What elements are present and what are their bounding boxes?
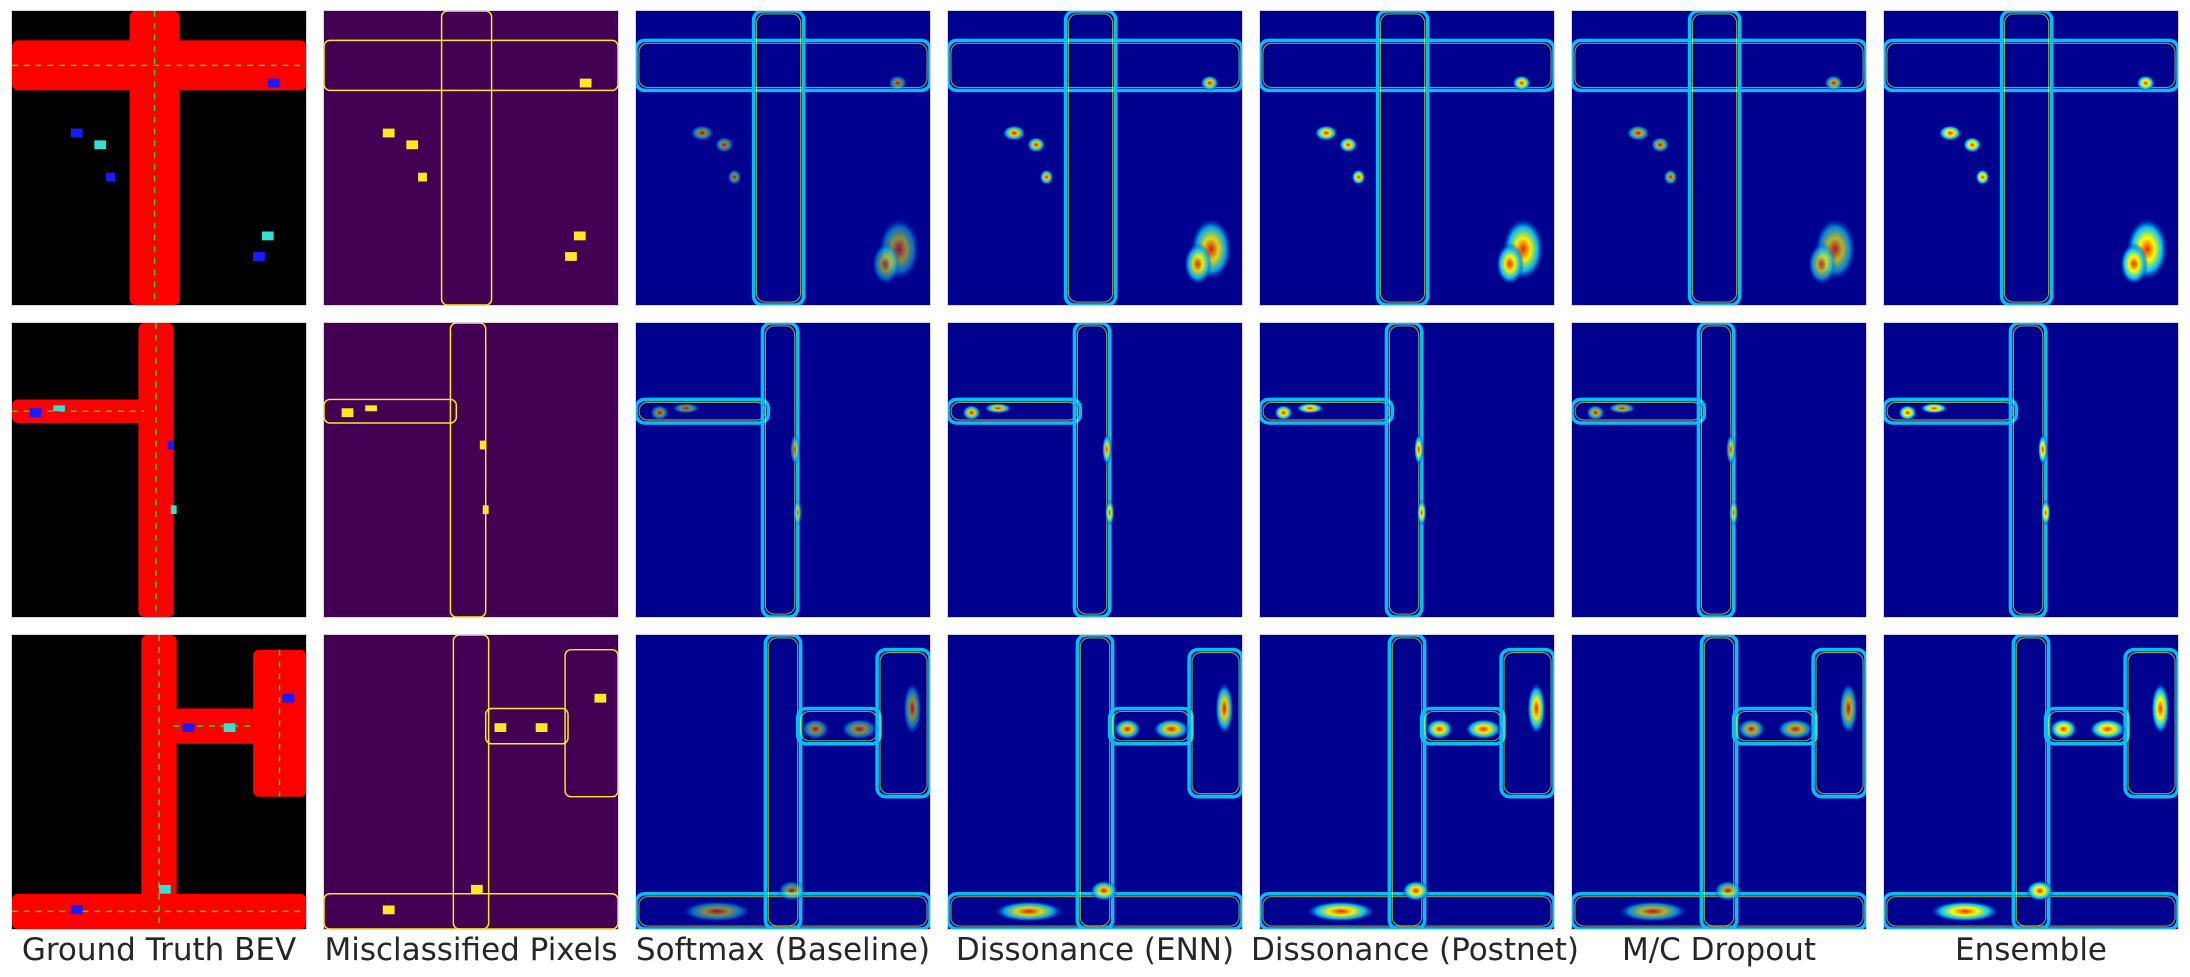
heat-map-image <box>636 11 930 305</box>
panel-heat-row-2 <box>1259 322 1555 618</box>
panel-heat-row-2 <box>947 322 1243 618</box>
heat-map-image <box>1260 635 1554 929</box>
bev-map-image <box>12 635 306 929</box>
heat-map-image <box>948 635 1242 929</box>
column-label: Ensemble <box>1954 932 2108 968</box>
panel-heat-row-2 <box>1571 322 1867 618</box>
panel-heat-row-3 <box>635 634 931 930</box>
column-label: Dissonance (ENN) <box>955 932 1235 968</box>
panel-bev-row-2 <box>11 322 307 618</box>
heat-map-image <box>948 11 1242 305</box>
heat-map-image <box>1572 323 1866 617</box>
panel-heat-row-3 <box>1571 634 1867 930</box>
panel-bev-row-3 <box>11 634 307 930</box>
heat-map-image <box>636 635 930 929</box>
panel-heat-row-1 <box>1571 10 1867 306</box>
panel-heat-row-1 <box>635 10 931 306</box>
panel-misclassified-row-2 <box>323 322 619 618</box>
panel-heat-row-1 <box>1883 10 2179 306</box>
heat-map-image <box>1884 11 2178 305</box>
bev-map-image <box>12 323 306 617</box>
bev-map-image <box>12 11 306 305</box>
panel-heat-row-3 <box>1259 634 1555 930</box>
heat-map-image <box>1884 323 2178 617</box>
panel-heat-row-1 <box>947 10 1243 306</box>
panel-heat-row-3 <box>1883 634 2179 930</box>
misclassified-map-image <box>324 11 618 305</box>
heat-map-image <box>948 323 1242 617</box>
heat-map-image <box>1260 323 1554 617</box>
panel-heat-row-2 <box>635 322 931 618</box>
column-label: Ground Truth BEV <box>21 932 297 968</box>
column-label: Dissonance (Postnet) <box>1251 932 1579 968</box>
panel-heat-row-1 <box>1259 10 1555 306</box>
misclassified-map-image <box>324 635 618 929</box>
column-label: Softmax (Baseline) <box>635 932 931 968</box>
column-label: Misclassified Pixels <box>324 932 618 968</box>
panel-heat-row-2 <box>1883 322 2179 618</box>
panel-bev-row-1 <box>11 10 307 306</box>
panel-misclassified-row-3 <box>323 634 619 930</box>
heat-map-image <box>1260 11 1554 305</box>
panel-misclassified-row-1 <box>323 10 619 306</box>
heat-map-image <box>636 323 930 617</box>
heat-map-image <box>1572 11 1866 305</box>
heat-map-image <box>1884 635 2178 929</box>
misclassified-map-image <box>324 323 618 617</box>
panel-heat-row-3 <box>947 634 1243 930</box>
column-label: M/C Dropout <box>1621 932 1817 968</box>
heat-map-image <box>1572 635 1866 929</box>
